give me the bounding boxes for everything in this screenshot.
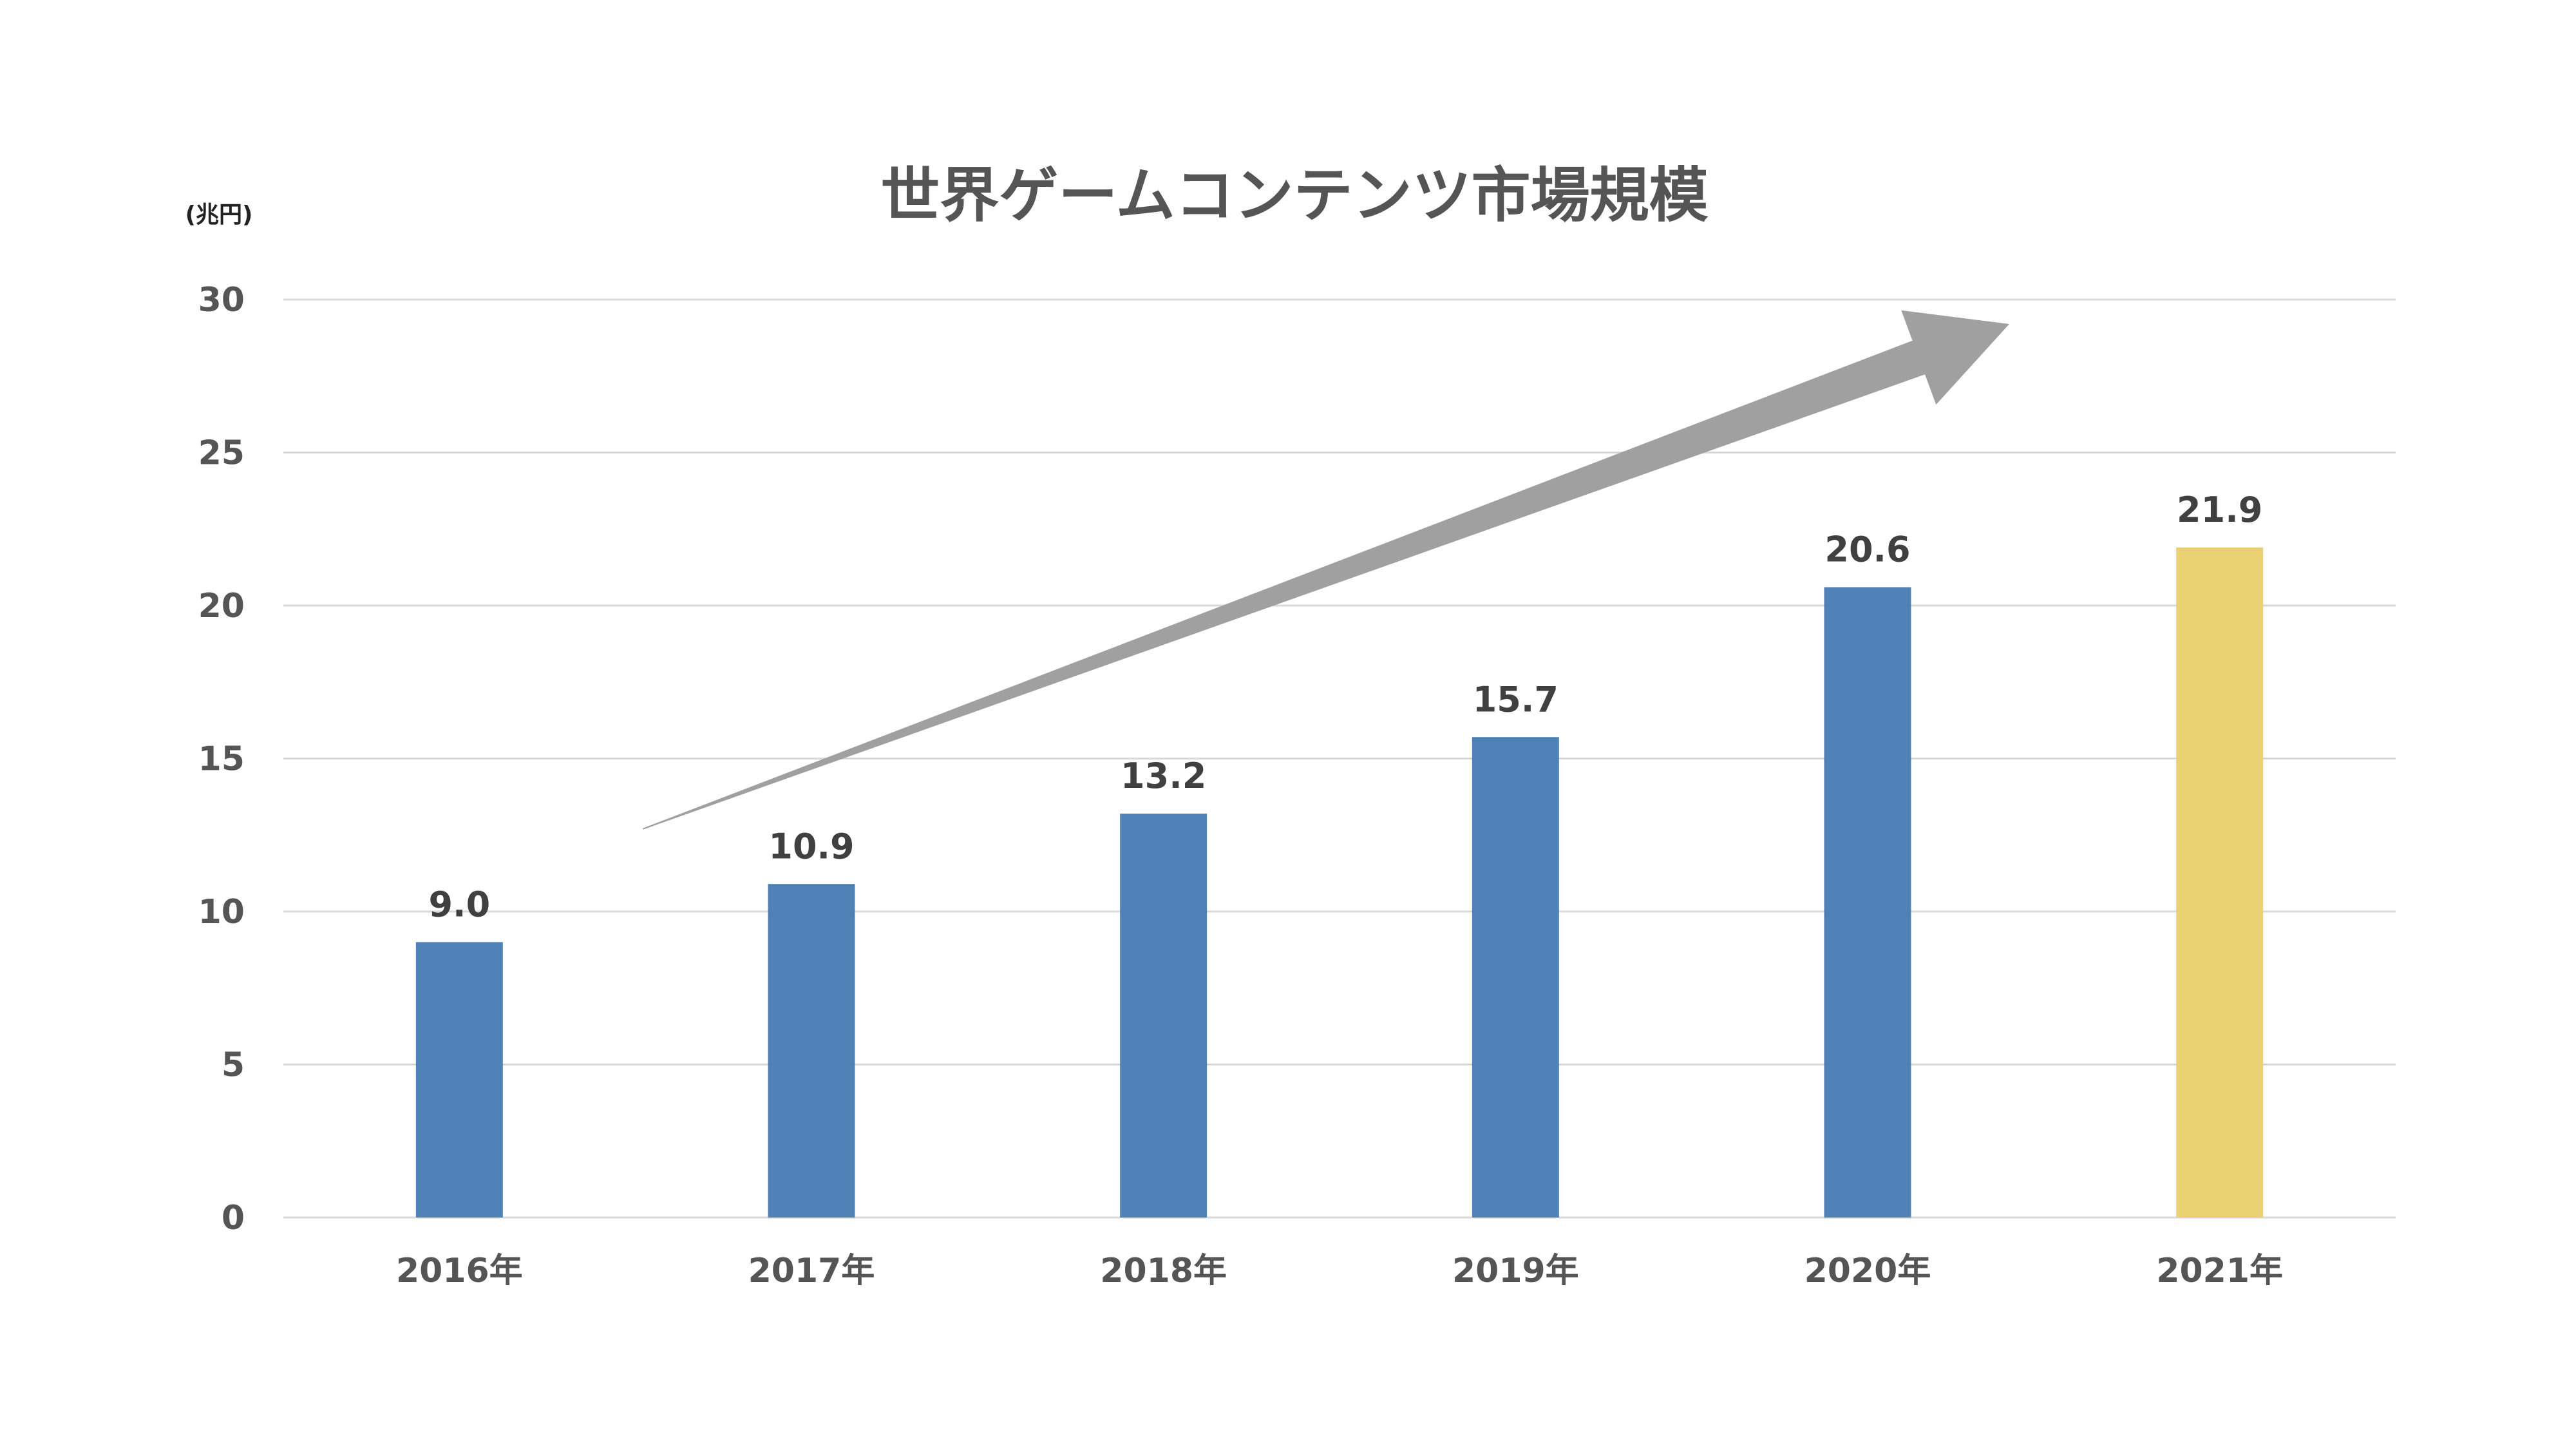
gridlines xyxy=(283,298,2396,1219)
y-tick-label: 5 xyxy=(222,1046,245,1085)
bar-2020年 xyxy=(1824,587,1911,1218)
y-axis-ticks: 0 5 10 15 20 25 30 xyxy=(198,281,245,1237)
chart-title: 世界ゲームコンテンツ市場規模 xyxy=(880,161,1708,230)
data-label: 9.0 xyxy=(428,884,490,925)
x-tick-label: 2017年 xyxy=(748,1252,875,1290)
data-label: 20.6 xyxy=(1824,530,1910,570)
y-tick-label: 25 xyxy=(198,434,245,473)
bar-2019年 xyxy=(1472,737,1559,1218)
y-axis-unit-label: (兆円) xyxy=(185,202,253,228)
data-label: 15.7 xyxy=(1473,679,1558,720)
x-axis-ticks: 2016年 2017年 2018年 2019年 2020年 2021年 xyxy=(396,1252,2283,1290)
y-tick-label: 30 xyxy=(198,281,245,320)
x-tick-label: 2021年 xyxy=(2156,1252,2283,1290)
bar-2017年 xyxy=(768,884,855,1218)
bar-2018年 xyxy=(1120,814,1208,1218)
data-labels: 9.0 10.9 13.2 15.7 20.6 21.9 xyxy=(428,490,2262,925)
data-label: 13.2 xyxy=(1121,756,1206,796)
y-tick-label: 15 xyxy=(198,740,245,779)
x-tick-label: 2020年 xyxy=(1804,1252,1931,1290)
y-tick-label: 10 xyxy=(198,893,245,931)
x-tick-label: 2018年 xyxy=(1100,1252,1227,1290)
y-tick-label: 0 xyxy=(222,1199,245,1237)
trend-arrow-layer xyxy=(643,310,2009,830)
trend-arrow-icon xyxy=(643,310,2009,830)
x-tick-label: 2019年 xyxy=(1452,1252,1579,1290)
bar-2021年 xyxy=(2176,547,2264,1218)
data-label: 10.9 xyxy=(768,826,854,866)
data-label: 21.9 xyxy=(2177,490,2262,530)
x-tick-label: 2016年 xyxy=(396,1252,523,1290)
bars xyxy=(415,547,2264,1218)
y-tick-label: 20 xyxy=(198,587,245,626)
bar-2016年 xyxy=(415,942,503,1218)
